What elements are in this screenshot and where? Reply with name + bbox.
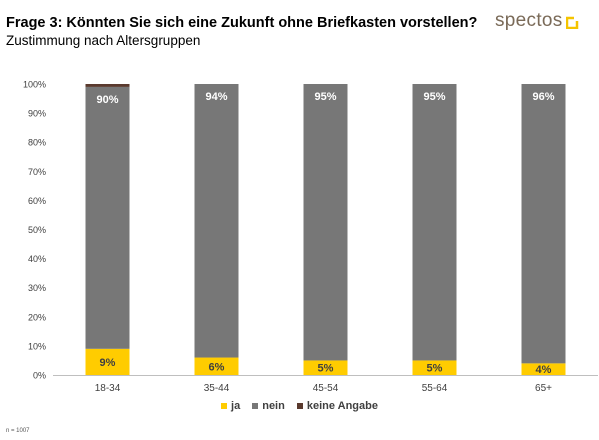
legend-item-ja: ja — [221, 400, 240, 412]
y-tick-label: 90% — [28, 109, 46, 119]
legend-swatch-keine-angabe — [296, 403, 303, 409]
logo-text: spectos — [495, 10, 563, 31]
bar-segment-ja — [521, 363, 566, 375]
y-tick-label: 100% — [23, 80, 46, 90]
legend-label-ja: ja — [231, 400, 241, 412]
y-tick-label: 60% — [28, 196, 46, 206]
y-tick-label: 0% — [33, 371, 46, 381]
bar-segment-nein — [412, 84, 457, 361]
legend-swatch-nein — [252, 403, 259, 409]
data-label: 95% — [423, 91, 445, 103]
legend: ja nein keine Angabe — [0, 400, 599, 412]
legend-item-nein: nein — [252, 400, 285, 412]
data-label: 5% — [427, 363, 443, 375]
data-label: 94% — [205, 91, 227, 103]
data-label: 90% — [96, 94, 118, 106]
legend-item-keine-angabe: keine Angabe — [296, 400, 378, 412]
x-tick-label: 55-64 — [422, 383, 448, 394]
bar-segment-ja — [85, 348, 130, 375]
data-label: 95% — [314, 91, 336, 103]
data-label: 4% — [536, 364, 552, 376]
x-tick-label: 18-34 — [95, 383, 121, 394]
stacked-bar-chart: 0% 10% 20% 30% 40% 50% 60% 70% 80% 90% 100% 9% 90% 18… — [23, 80, 598, 394]
y-tick-label: 70% — [28, 167, 46, 177]
legend-label-nein: nein — [262, 400, 285, 412]
chart-title: Frage 3: Könnten Sie sich eine Zukunft o… — [6, 15, 478, 31]
bar-segment-ja — [412, 360, 457, 375]
legend-label-keine-angabe: keine Angabe — [306, 400, 378, 412]
spectos-logo: spectos — [495, 10, 580, 32]
y-tick-label: 10% — [28, 341, 46, 351]
y-tick-label: 30% — [28, 283, 46, 293]
y-tick-label: 80% — [28, 138, 46, 148]
bar-segment-ja — [194, 357, 239, 375]
bar-segment-keine-angabe — [85, 84, 130, 87]
legend-swatch-ja — [221, 403, 228, 409]
sample-size-note: n = 1007 — [6, 428, 30, 434]
data-label: 9% — [100, 357, 116, 369]
y-tick-label: 50% — [28, 225, 46, 235]
logo-mark-icon — [565, 15, 580, 29]
data-label: 5% — [318, 363, 334, 375]
bar-segment-nein — [85, 86, 130, 349]
bar-segment-nein — [303, 84, 348, 361]
data-label: 6% — [209, 361, 225, 373]
bar-segment-ja — [303, 360, 348, 375]
y-tick-label: 20% — [28, 312, 46, 322]
bar-segment-nein — [194, 84, 239, 358]
bar-segment-nein — [521, 84, 566, 364]
x-tick-label: 65+ — [535, 383, 552, 394]
y-tick-label: 40% — [28, 254, 46, 264]
x-tick-label: 35-44 — [204, 383, 230, 394]
x-tick-label: 45-54 — [313, 383, 339, 394]
chart-subtitle: Zustimmung nach Altersgruppen — [6, 33, 201, 48]
data-label: 96% — [532, 91, 554, 103]
